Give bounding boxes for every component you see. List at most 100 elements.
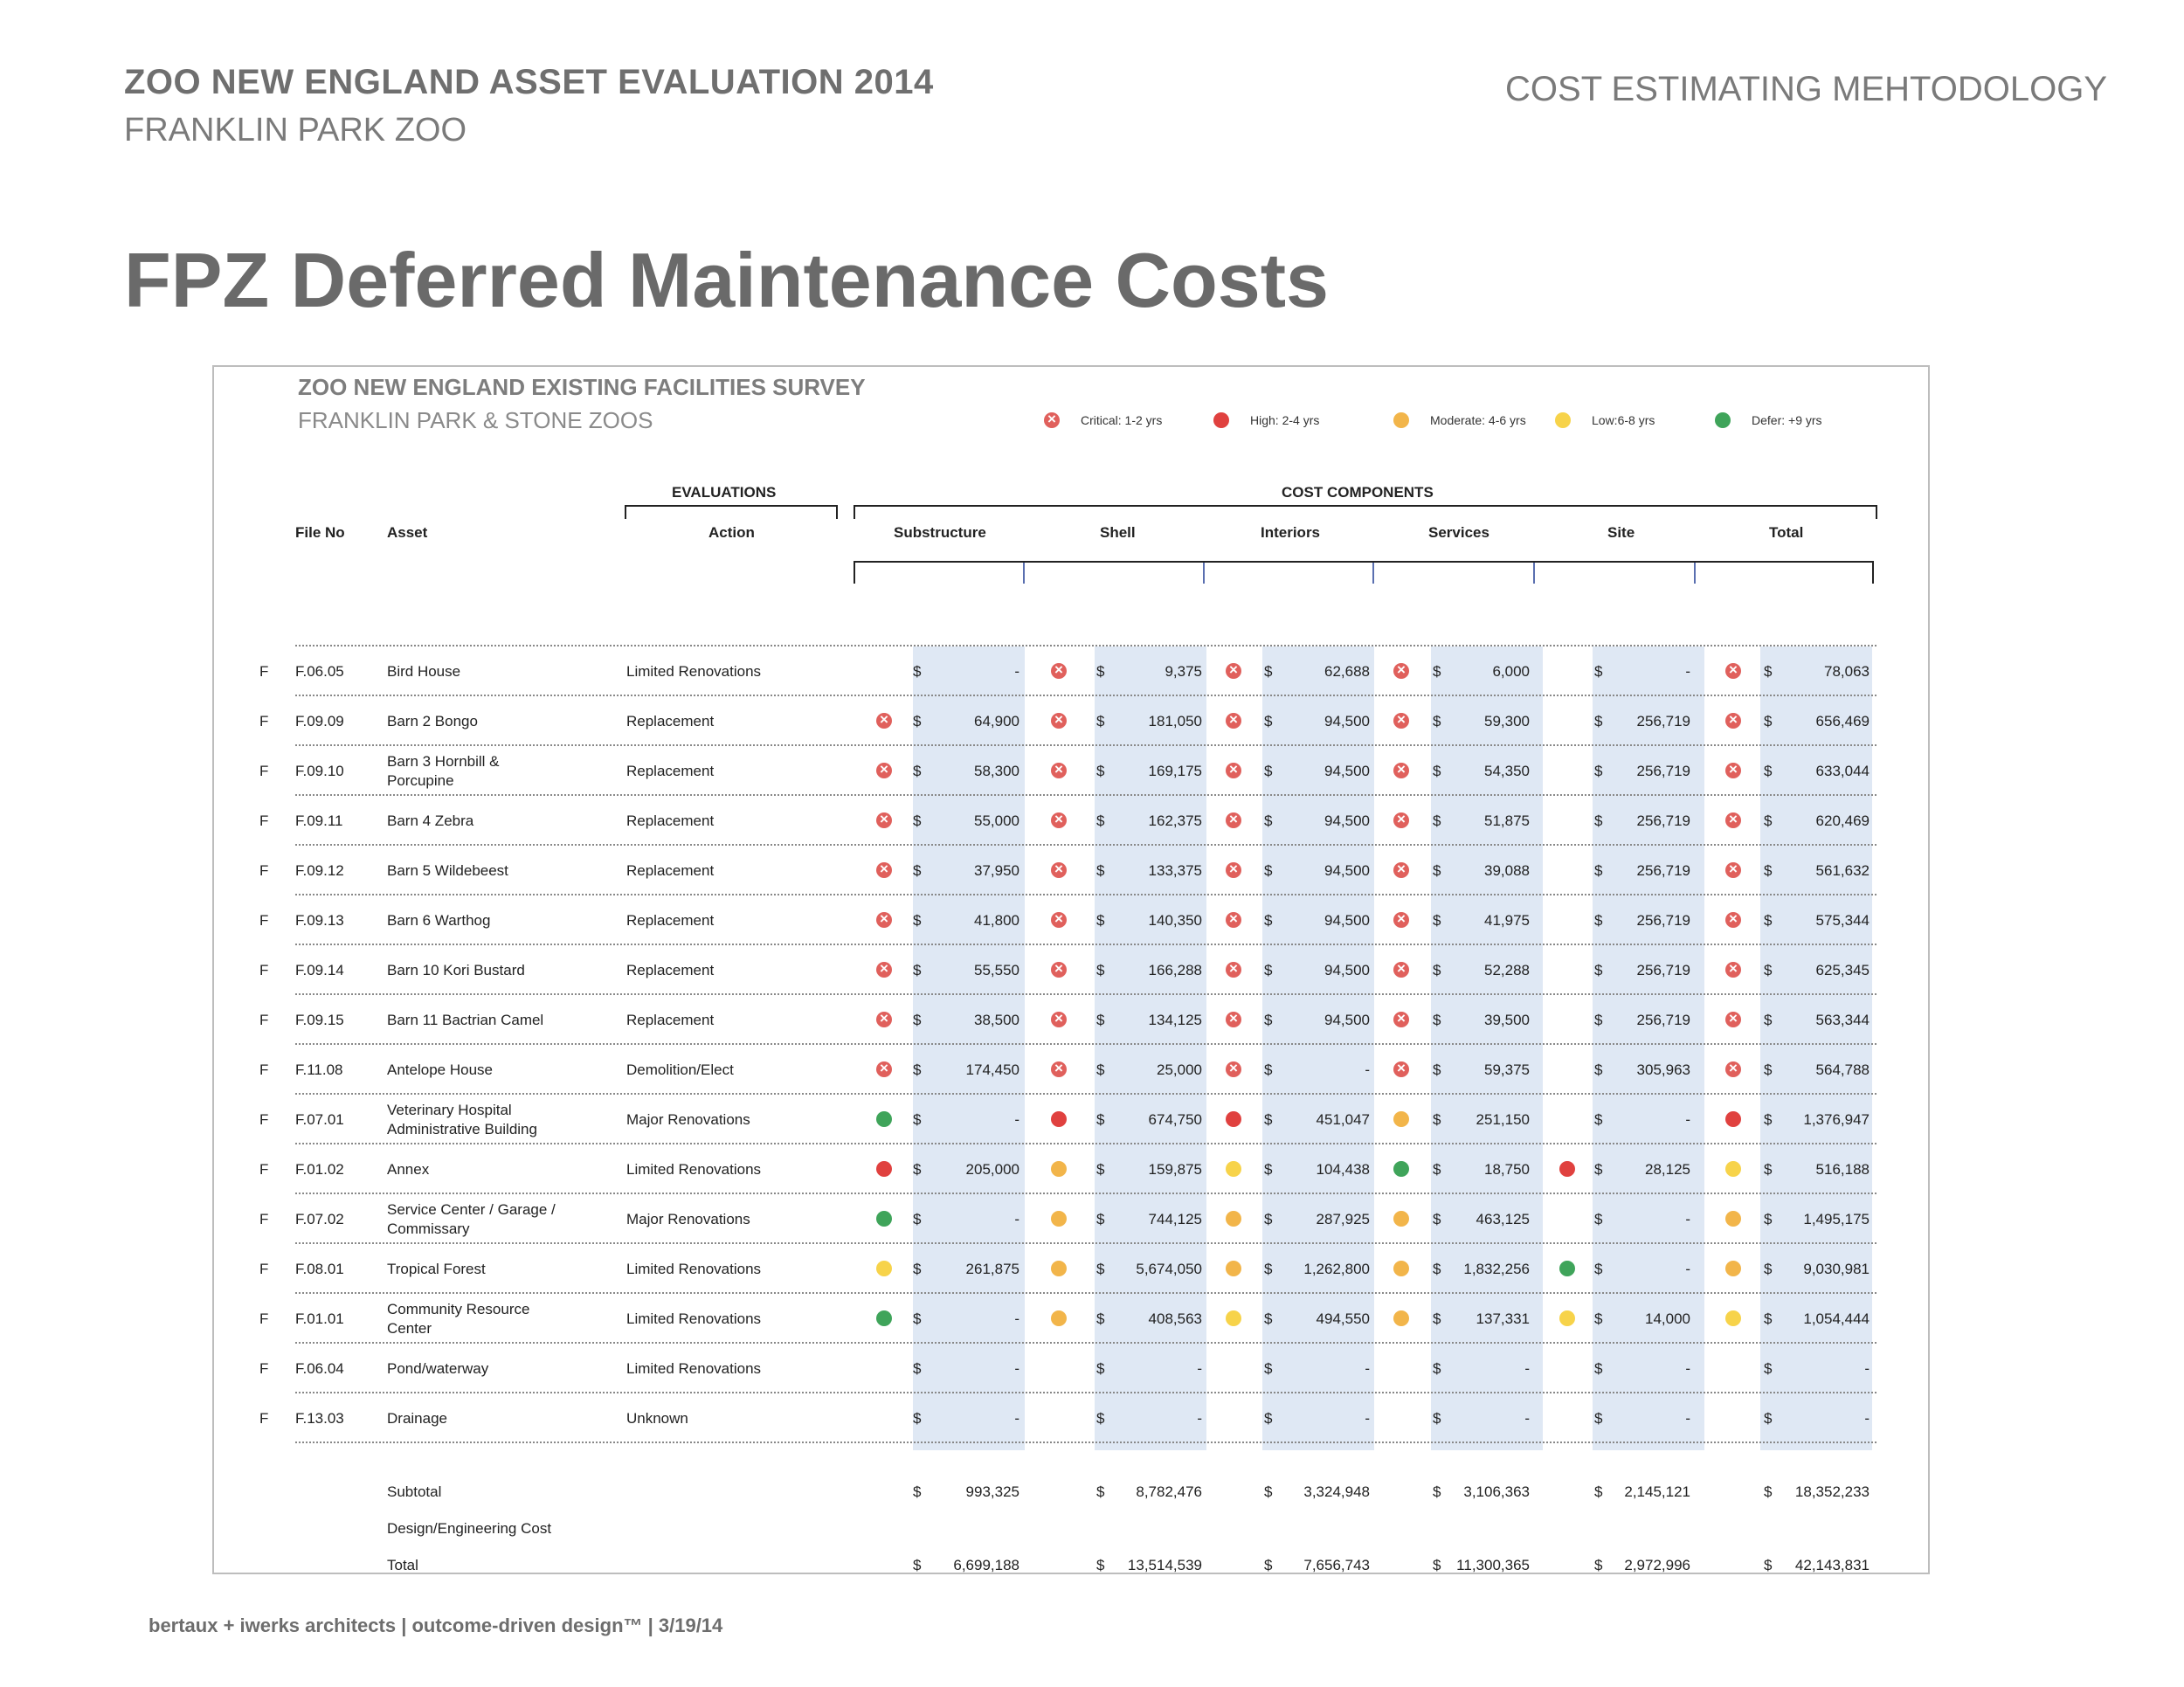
critical-status-icon [1725, 1009, 1741, 1028]
asset-name: Barn 4 Zebra [387, 812, 474, 829]
currency-symbol: $ [913, 812, 922, 829]
critical-status-icon [1393, 1059, 1409, 1078]
cost-svc: 52,288 [1484, 961, 1530, 978]
low-status-icon [1226, 1161, 1241, 1177]
critical-status-icon [876, 710, 892, 729]
currency-symbol: $ [1433, 1110, 1441, 1128]
currency-symbol: $ [1096, 1260, 1105, 1277]
critical-status-icon [1393, 1009, 1409, 1028]
critical-status-icon [1051, 860, 1067, 879]
cost-shell: - [1197, 1359, 1202, 1377]
legend-item-moderate: Moderate: 4-6 yrs [1393, 411, 1526, 430]
currency-symbol: $ [1433, 1260, 1441, 1277]
table-row: F F.08.01 Tropical Forest Limited Renovatio… [214, 1244, 1926, 1294]
group-cost-components: COST COMPONENTS [1282, 484, 1434, 501]
currency-symbol: $ [1764, 1483, 1773, 1500]
table-row: F F.09.14 Barn 10 Kori Bustard Replacement $… [214, 945, 1926, 995]
currency-symbol: $ [1433, 1160, 1441, 1178]
cost-shell: 159,875 [1148, 1160, 1202, 1178]
currency-symbol: $ [1764, 1310, 1773, 1327]
table-row: F F.09.13 Barn 6 Warthog Replacement $41,800… [214, 895, 1926, 945]
col-file-no: File No [295, 524, 345, 541]
currency-symbol: $ [913, 1409, 922, 1427]
cost-site: - [1685, 1210, 1690, 1227]
currency-symbol: $ [1096, 1483, 1105, 1500]
table-row: F F.01.02 Annex Limited Renovations $205,000… [214, 1144, 1926, 1194]
cost-tot: 575,344 [1815, 911, 1870, 929]
action: Demolition/Elect [626, 1061, 734, 1078]
cost-sub: 174,450 [965, 1061, 1019, 1078]
row-flag: F [259, 1110, 269, 1128]
cost-svc: 18,750 [1484, 1160, 1530, 1178]
row-divider [295, 744, 1876, 746]
row-divider [295, 844, 1876, 846]
cost-int: - [1365, 1409, 1370, 1427]
cost-int: 104,438 [1316, 1160, 1370, 1178]
critical-status-icon [1393, 959, 1409, 978]
cost-sub: - [1014, 1310, 1019, 1327]
currency-symbol: $ [1594, 762, 1603, 779]
file-number: F.09.14 [295, 961, 344, 978]
critical-status-icon [1051, 710, 1067, 729]
critical-status-icon [1226, 760, 1241, 779]
tick [1372, 563, 1374, 584]
currency-symbol: $ [1594, 812, 1603, 829]
currency-symbol: $ [1264, 1011, 1273, 1028]
group-evaluations: EVALUATIONS [672, 484, 777, 501]
moderate-status-icon [1051, 1161, 1067, 1177]
asset-name: Antelope House [387, 1061, 493, 1078]
legend-item-low: Low:6-8 yrs [1555, 411, 1655, 430]
cost-tot: 656,469 [1815, 712, 1870, 729]
defer-status-icon [876, 1310, 892, 1326]
summary-svc: 11,300,365 [1456, 1557, 1530, 1573]
critical-status-icon [1393, 909, 1409, 929]
currency-symbol: $ [1264, 1061, 1273, 1078]
asset-name: Annex [387, 1160, 430, 1178]
critical-status-icon [1725, 810, 1741, 829]
moderate-status-icon [1393, 412, 1409, 428]
cost-int: 1,262,800 [1303, 1260, 1370, 1277]
shell-shade [1095, 646, 1206, 1450]
critical-status-icon [876, 810, 892, 829]
moderate-status-icon [1725, 1261, 1741, 1276]
currency-symbol: $ [1264, 1310, 1273, 1327]
currency-symbol: $ [1594, 1359, 1603, 1377]
currency-symbol: $ [1764, 1011, 1773, 1028]
low-status-icon [876, 1261, 892, 1276]
currency-symbol: $ [1764, 1359, 1773, 1377]
cost-shell: 9,375 [1165, 662, 1202, 680]
cost-svc: 137,331 [1476, 1310, 1530, 1327]
moderate-status-icon [1051, 1261, 1067, 1276]
asset-name: Veterinary Hospital Administrative Build… [387, 1101, 537, 1137]
header-title: ZOO NEW ENGLAND ASSET EVALUATION 2014 [124, 63, 934, 101]
cost-tot: 561,632 [1815, 861, 1870, 879]
legend-label: High: 2-4 yrs [1250, 413, 1320, 427]
critical-status-icon [1393, 810, 1409, 829]
critical-status-icon [1226, 959, 1241, 978]
legend-label: Critical: 1-2 yrs [1081, 413, 1163, 427]
summary-sub: 6,699,188 [953, 1557, 1019, 1573]
cost-svc: 59,375 [1484, 1061, 1530, 1078]
currency-symbol: $ [913, 1359, 922, 1377]
cost-shell: - [1197, 1409, 1202, 1427]
critical-status-icon [1051, 1009, 1067, 1028]
action: Major Renovations [626, 1210, 750, 1227]
cost-int: 94,500 [1324, 961, 1370, 978]
file-number: F.09.11 [295, 812, 343, 829]
summary-shell: 13,514,539 [1127, 1557, 1202, 1573]
currency-symbol: $ [1764, 911, 1773, 929]
cost-sub: 41,800 [974, 911, 1019, 929]
moderate-status-icon [1393, 1261, 1409, 1276]
cost-site: 256,719 [1636, 762, 1690, 779]
row-divider [295, 1043, 1876, 1045]
currency-symbol: $ [913, 1210, 922, 1227]
defer-status-icon [876, 1111, 892, 1127]
table-row: F F.09.15 Barn 11 Bactrian Camel Replacemen… [214, 995, 1926, 1045]
cost-svc: 39,500 [1484, 1011, 1530, 1028]
currency-symbol: $ [1764, 662, 1773, 680]
currency-symbol: $ [1594, 1557, 1603, 1573]
currency-symbol: $ [1433, 861, 1441, 879]
legend-label: Defer: +9 yrs [1752, 413, 1822, 427]
row-divider [295, 1143, 1876, 1144]
currency-symbol: $ [1096, 911, 1105, 929]
